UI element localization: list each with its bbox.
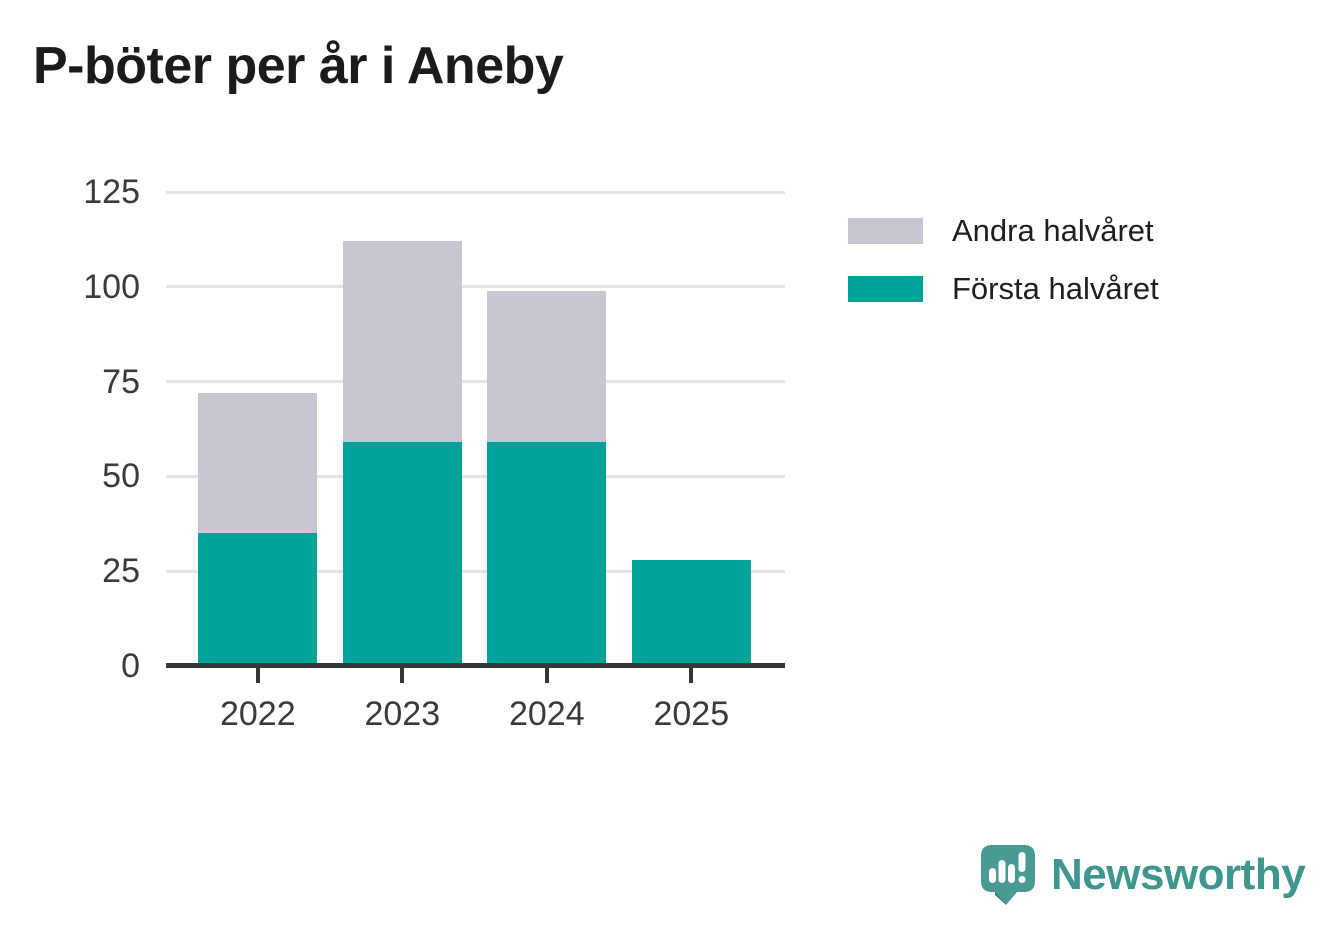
legend-swatch-forsta-halvaret — [848, 275, 923, 302]
y-axis-tick-label: 100 — [83, 267, 140, 306]
legend-label-forsta-halvaret: Första halvåret — [952, 270, 1159, 306]
gridline-25 — [166, 569, 785, 573]
y-axis-tick-label: 0 — [121, 647, 140, 685]
gridline-50 — [166, 474, 785, 478]
gridline-100 — [166, 285, 785, 289]
y-axis-tick-label: 50 — [102, 457, 140, 496]
newsworthy-speech-bubble-icon — [981, 845, 1035, 905]
legend-item-andra-halvaret: Andra halvåret — [848, 213, 1159, 248]
legend-label-andra-halvaret: Andra halvåret — [952, 212, 1154, 248]
x-axis-line — [166, 663, 785, 668]
bar-segment-2023-första-halvåret — [342, 442, 462, 666]
newsworthy-brand: Newsworthy — [981, 845, 1306, 907]
x-axis-tick-label: 2025 — [653, 695, 730, 733]
newsworthy-brand-text: Newsworthy — [1051, 850, 1306, 899]
y-axis-tick-label: 25 — [102, 552, 140, 591]
bar-segment-2022-första-halvåret — [198, 533, 318, 666]
x-axis-tick-label: 2023 — [364, 695, 441, 733]
y-axis-tick-label: 125 — [83, 173, 140, 211]
x-axis-tick-2025 — [689, 668, 694, 683]
bar-segment-2025-första-halvåret — [631, 559, 751, 666]
gridline-125 — [166, 190, 785, 194]
bar-segment-2024-andra-halvåret — [487, 290, 607, 443]
page-title: P-böter per år i Aneby — [33, 37, 564, 95]
bar-segment-2023-andra-halvåret — [342, 241, 462, 443]
bar-segment-2024-första-halvåret — [487, 442, 607, 666]
x-axis-tick-2024 — [544, 668, 549, 683]
chart-legend: Andra halvåret Första halvåret — [848, 213, 1159, 329]
bar-chart-exclamation-glyph — [989, 852, 1026, 883]
x-axis-tick-label: 2022 — [219, 695, 296, 733]
bar-segment-2022-andra-halvåret — [198, 392, 318, 534]
x-axis-tick-2022 — [255, 668, 260, 683]
y-axis-tick-label: 75 — [102, 362, 140, 401]
gridline-75 — [166, 380, 785, 384]
legend-item-forsta-halvaret: Första halvåret — [848, 271, 1159, 306]
legend-swatch-andra-halvaret — [848, 217, 923, 244]
x-axis-tick-label: 2024 — [508, 695, 585, 733]
x-axis-tick-2023 — [400, 668, 405, 683]
